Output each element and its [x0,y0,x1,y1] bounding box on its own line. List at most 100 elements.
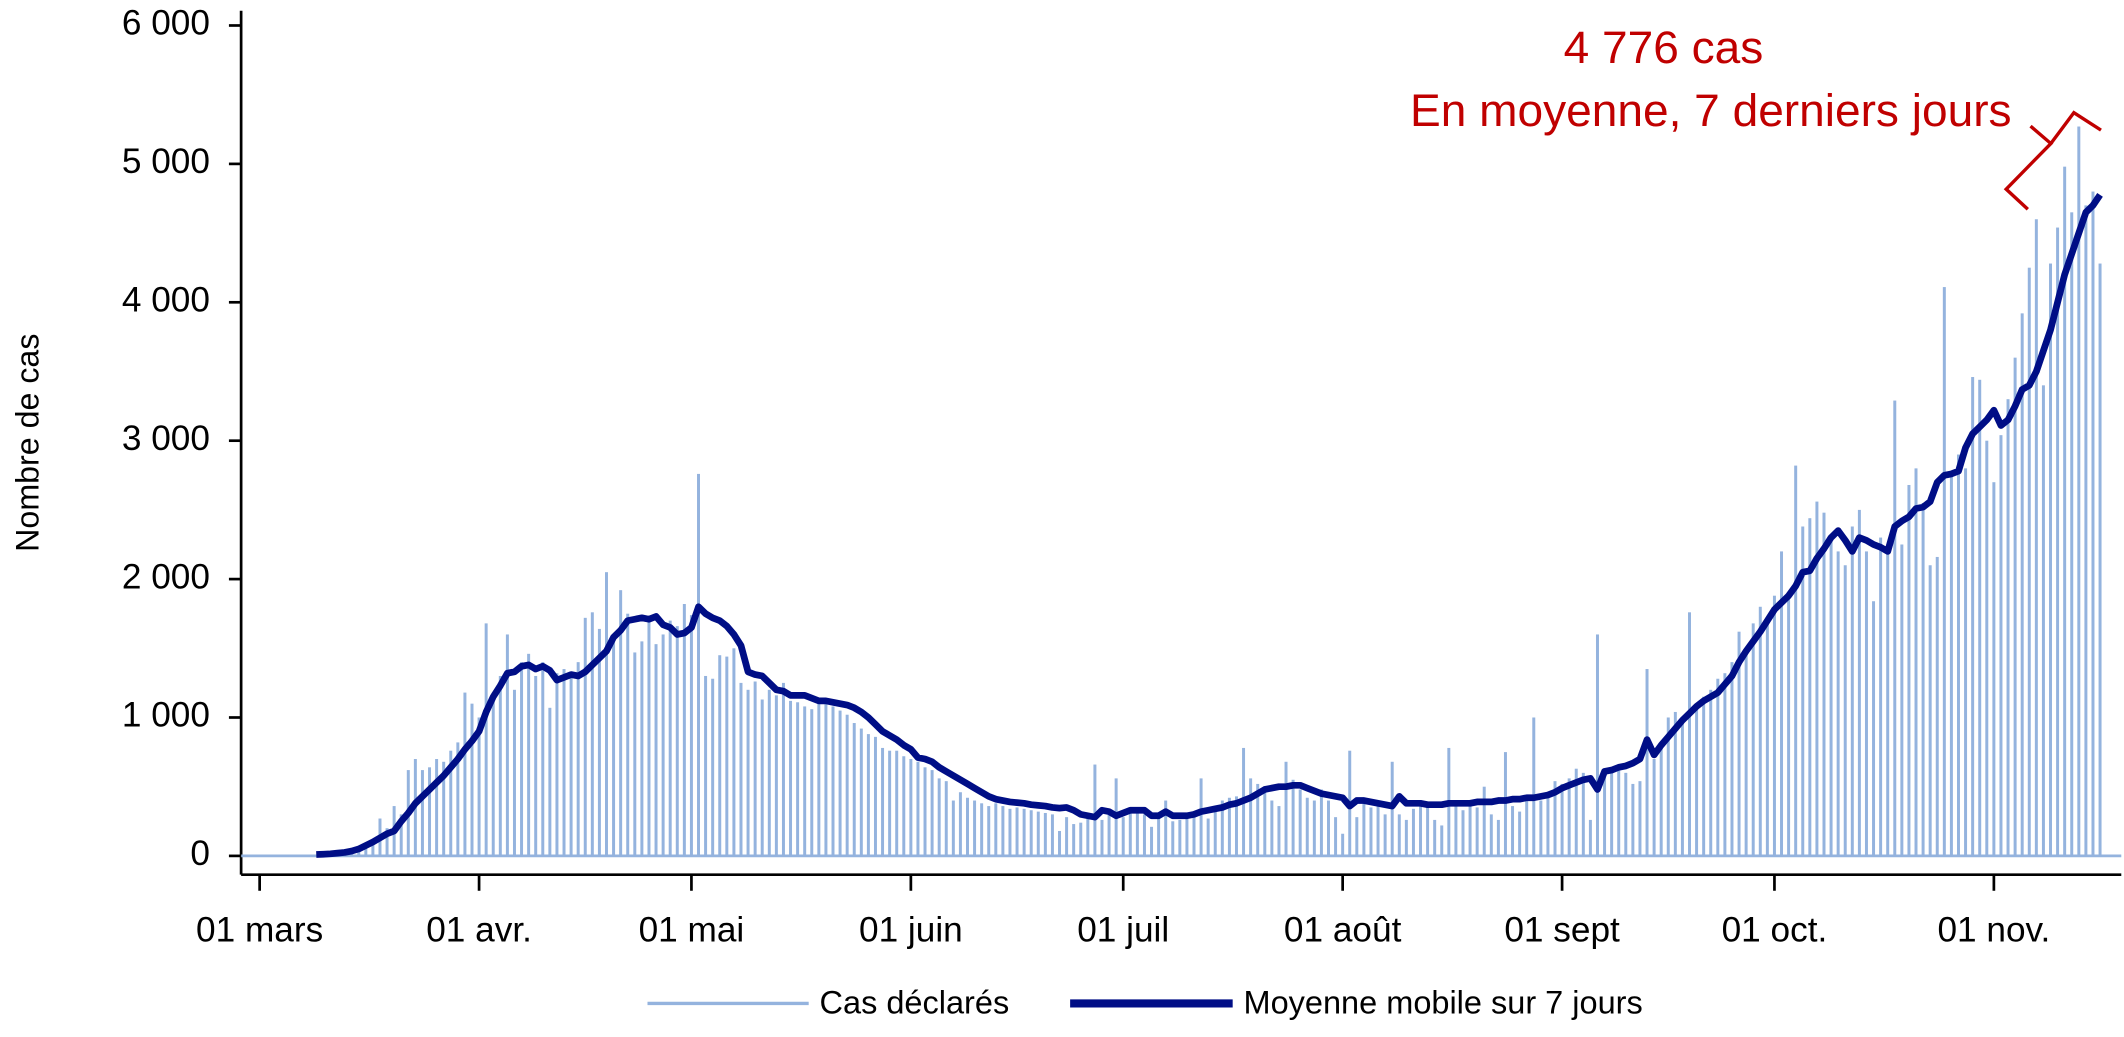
bar [1772,595,1776,856]
bar [1879,537,1883,856]
bar [1539,800,1543,856]
bar [1659,745,1663,856]
bar [2049,263,2052,856]
bar [1468,800,1472,856]
bar [987,806,991,856]
bar [1928,565,1932,856]
bar [2006,399,2010,856]
bar [1546,797,1550,856]
bar [576,662,580,856]
bar [1999,435,2003,856]
bar [1532,717,1536,856]
bar [895,750,899,856]
legend-label: Moyenne mobile sur 7 jours [1244,984,1643,1020]
bar [753,681,757,856]
bar [732,648,736,856]
bar [1270,800,1274,856]
bar [1249,778,1253,856]
bar [2063,166,2067,856]
bar [1482,786,1486,856]
bar [562,669,566,856]
x-tick-label: 01 sept [1504,911,1620,950]
x-tick-label: 01 mai [639,911,745,950]
x-tick-label: 01 août [1284,911,1402,950]
bar [1864,551,1868,856]
bar [675,626,679,856]
bar [1511,806,1515,856]
bar [958,792,962,856]
bar [1036,811,1040,856]
bar [1702,696,1706,856]
bar [1263,789,1267,856]
bar [760,699,764,856]
bar [633,652,637,856]
bar [1475,807,1479,856]
bar [1581,772,1585,856]
bar [1624,772,1628,856]
bar [505,634,509,856]
bar [1695,703,1699,856]
bar [810,709,814,856]
x-tick-label: 01 mars [196,911,323,950]
legend-label: Cas déclarés [820,984,1010,1020]
bar [1058,830,1062,856]
bar [1079,822,1083,856]
bar [1645,669,1649,856]
bar [668,620,672,856]
bar [1850,526,1854,856]
bar [1086,814,1090,856]
y-tick-label: 2 000 [122,557,210,596]
bar [803,706,807,856]
bar [994,803,998,856]
bar [456,742,460,856]
bar [1277,806,1281,856]
bar [916,761,920,856]
bar [2034,219,2038,856]
bar [937,778,941,856]
bar [1135,810,1139,856]
bar [1836,551,1840,856]
bar [314,855,318,856]
bar [1164,800,1168,856]
bar [527,653,531,856]
bar [789,700,793,856]
bar [477,717,481,856]
bar [1008,808,1012,856]
bar [491,692,495,856]
bar [661,634,665,856]
bar [1419,800,1423,856]
bar [1150,826,1154,856]
bar [1723,673,1727,856]
bar [1327,800,1330,856]
bar [1213,811,1217,856]
y-tick-label: 5 000 [122,142,210,181]
bar [484,623,488,856]
bar [817,703,821,856]
bar [866,734,870,856]
bar [1985,440,1989,856]
bar [1043,812,1047,856]
bar [1411,808,1415,856]
bar [767,689,771,856]
bar [2098,263,2102,856]
bar [1503,752,1507,856]
bar [852,723,856,856]
bar [1234,796,1238,856]
bar [1185,817,1189,856]
bar [583,617,587,856]
bar [1588,819,1592,856]
bar [1680,723,1684,856]
y-tick-label: 6 000 [122,4,210,43]
bar [1638,781,1642,856]
bar [881,747,885,856]
bar [1001,806,1005,856]
bar [697,473,701,856]
bar [1305,797,1309,856]
bar [1900,544,1904,856]
line [316,193,2103,858]
bar [973,800,977,856]
bar [923,767,927,856]
bar [1780,551,1784,856]
bar [1942,287,1946,856]
